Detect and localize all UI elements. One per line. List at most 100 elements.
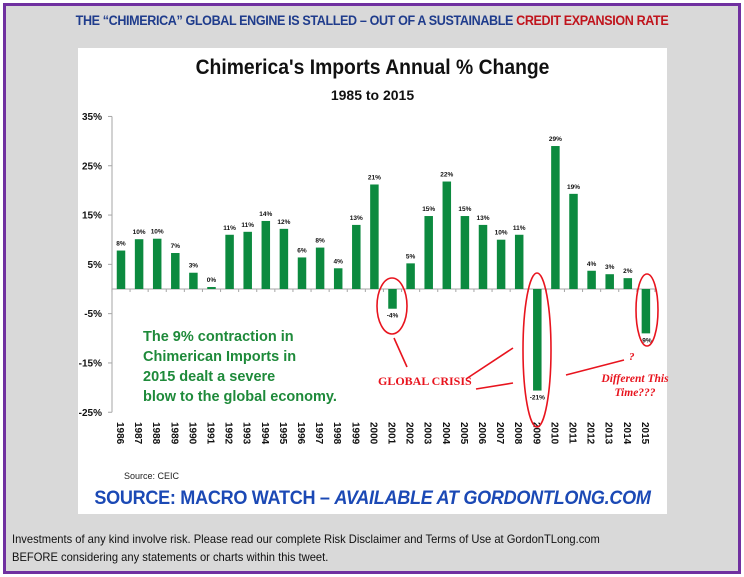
data-label: 0% [207,277,217,284]
data-label: 15% [422,206,435,213]
data-label: 5% [406,253,416,260]
x-tick-label: 2003 [422,422,433,445]
data-label: 8% [116,241,126,248]
data-label: 4% [587,261,597,268]
data-label: 12% [277,219,290,226]
banner-prefix: SOURCE: MACRO WATCH – [94,488,335,509]
x-tick-label: 2005 [458,422,469,445]
y-tick-label: 15% [82,211,102,222]
data-label: 4% [333,258,343,265]
bar-1986 [116,250,126,289]
headline-highlight: CREDIT EXPANSION RATE [516,13,669,28]
highlight-ellipse-2015 [635,273,659,347]
global-crisis-label: GLOBAL CRISIS [378,374,472,388]
x-tick-label: 1992 [223,422,234,445]
x-tick-label: 1991 [205,422,216,445]
bar-2004 [442,181,452,289]
x-tick-label: 2006 [476,422,487,445]
x-tick-label: 2008 [512,422,523,445]
bar-2008 [514,234,524,289]
headline-main: THE “CHIMERICA” GLOBAL ENGINE IS STALLED… [75,13,517,28]
bar-2013 [605,274,614,289]
data-label: -4% [387,313,399,320]
y-tick-label: -25% [79,408,102,419]
data-label: 19% [567,184,580,191]
bar-2000 [370,184,379,289]
bar-2015 [641,289,651,334]
arrow-line-2009-lower [475,382,514,390]
x-tick-labels: 1986 1987 1988 1989 1990 1991 1992 1993 1994 1995… [114,422,650,445]
bar-1998 [333,268,343,289]
data-label: 22% [440,172,453,179]
x-tick-label: 2002 [404,422,415,445]
risk-disclaimer: Investments of any kind involve risk. Pl… [12,530,682,566]
y-tick-label: 25% [82,161,102,172]
chart-subtitle: 1985 to 2015 [330,87,415,103]
x-tick-label: 2010 [548,422,559,445]
bar-2012 [587,270,596,289]
bar-1992 [225,234,234,289]
bar-2009 [533,289,542,391]
data-label: 3% [189,263,199,270]
data-label: -21% [530,395,545,402]
bar-1987 [134,239,144,289]
data-label: 11% [241,222,254,229]
bar-2010 [551,146,560,289]
arrow-line-2009-upper [465,347,514,380]
x-tick-label: 1997 [313,422,324,445]
data-label: 11% [223,225,236,232]
x-tick-label: 2004 [440,422,451,445]
x-tick-label: 1993 [241,422,252,445]
slide-headline: THE “CHIMERICA” GLOBAL ENGINE IS STALLED… [26,13,718,28]
contraction-note: The 9% contraction in Chimerican Imports… [143,327,373,407]
bar-2007 [496,239,506,289]
data-label: 13% [350,215,363,222]
data-label: 10% [133,229,146,236]
chart-source: Source: CEIC [124,471,180,481]
bar-1990 [189,272,198,289]
source-banner: SOURCE: MACRO WATCH – AVAILABLE AT GORDO… [93,488,653,510]
different-this-time-label: Different This Time??? [585,372,685,400]
bars [116,146,651,391]
arrow-line-different-time [565,359,625,376]
y-tick-label: 35% [82,112,102,123]
disclaimer-line: BEFORE considering any statements or cha… [12,550,329,564]
data-label: 3% [605,264,615,271]
data-labels: 8% 10% 10% 7% 3% 0% 11% 11% 14% 12% 6% 8% 4% 13% 21% -4… [116,136,652,402]
bar-1993 [243,231,252,289]
data-label: 8% [315,238,325,245]
x-tick-label: 2012 [585,422,596,445]
note-line: blow to the global economy. [143,389,337,405]
x-tick-label: 1994 [259,422,270,445]
data-label: 11% [513,225,526,232]
x-tick-label: 1996 [295,422,306,445]
different-time-line: Time??? [614,387,656,399]
data-label: 21% [368,174,381,181]
data-label: 10% [495,230,508,237]
data-label: -9% [640,337,652,344]
x-tick-label: 1989 [168,422,179,445]
x-tick-label: 1998 [331,422,342,445]
bar-1989 [171,253,180,289]
data-label: 29% [549,136,562,143]
bar-2011 [569,193,578,289]
highlight-ellipse-2009 [522,272,552,428]
x-tick-label: 2013 [603,422,614,445]
highlight-ellipse-2001 [376,277,408,335]
x-tick-label: 2015 [639,422,650,445]
data-label: 10% [151,229,164,236]
data-label: 14% [259,211,272,218]
bar-2006 [478,224,488,289]
x-tick-label: 1987 [132,422,143,445]
x-tick-label: 1995 [277,422,288,445]
bar-2014 [623,278,633,289]
data-label: 2% [623,268,633,275]
data-label: 15% [458,206,471,213]
bar-1994 [261,220,271,289]
bar-1997 [315,247,325,289]
x-tick-label: 2014 [621,422,632,445]
x-tick-label: 2009 [530,422,541,445]
x-tick-label: 1986 [114,422,125,445]
arrow-line-2001 [393,337,408,368]
